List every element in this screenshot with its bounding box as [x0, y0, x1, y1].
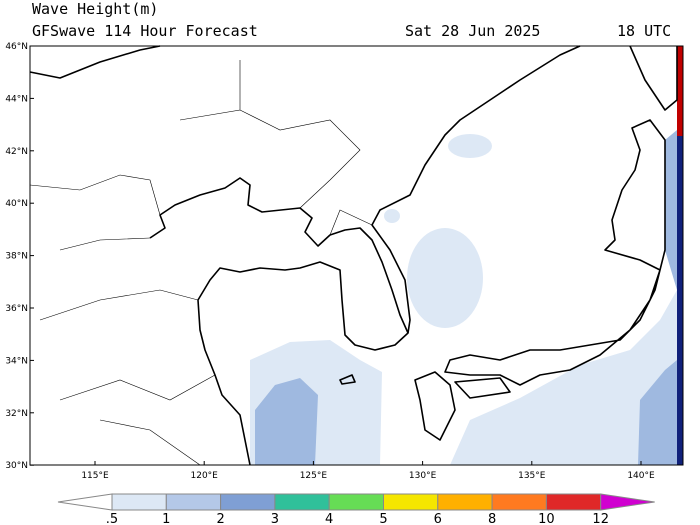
lon-label: 135°E — [518, 471, 546, 481]
wave-shading — [665, 130, 677, 290]
colorbar: .5 1 2 3 4 5 6 8 10 12 — [57, 493, 655, 525]
coastline — [29, 45, 161, 79]
colorbar-box — [220, 493, 276, 511]
colorbar-label: 2 — [216, 512, 224, 525]
lon-label: 115°E — [81, 471, 109, 481]
lon-label: 130°E — [409, 471, 437, 481]
colorbar-label: 1 — [162, 512, 170, 525]
coastline — [454, 377, 511, 399]
lat-label: 40°N — [5, 199, 28, 209]
lat-label: 44°N — [5, 94, 28, 104]
colorbar-label: 4 — [325, 512, 333, 525]
colorbar-label: 6 — [434, 512, 442, 525]
map-area — [29, 45, 684, 466]
coastline — [444, 119, 666, 386]
colorbar-label: 5 — [379, 512, 387, 525]
colorbar-label: 8 — [488, 512, 496, 525]
lat-label: 32°N — [5, 409, 28, 419]
colorbar-box — [274, 493, 330, 511]
colorbar-label: 3 — [271, 512, 279, 525]
colorbar-arrow — [600, 493, 655, 511]
colorbar-box — [545, 493, 602, 511]
lat-label: 42°N — [5, 147, 28, 157]
colorbar-label: 12 — [592, 512, 609, 525]
lat-label: 36°N — [5, 304, 28, 314]
forecast-date: Sat 28 Jun 2025 — [405, 22, 540, 40]
colorbar-box — [111, 493, 167, 511]
lon-label: 140°E — [627, 471, 655, 481]
map-title: Wave Height(m) — [32, 0, 158, 18]
longitude-labels: 115°E 120°E 125°E 130°E 135°E 140°E — [81, 461, 655, 481]
colorbar-box — [491, 493, 547, 511]
wave-shading — [450, 290, 677, 465]
colorbar-box — [437, 493, 493, 511]
edge-strip — [677, 46, 683, 465]
edge-strip — [677, 46, 683, 136]
colorbar-label: 10 — [538, 512, 555, 525]
lon-label: 125°E — [300, 471, 328, 481]
colorbar-label: .5 — [106, 512, 118, 525]
wave-shading — [407, 228, 483, 328]
wave-shading — [638, 360, 677, 465]
coastline — [414, 371, 456, 441]
coastline — [629, 45, 678, 111]
admin-border — [29, 60, 373, 466]
latitude-labels: 46°N 44°N 42°N 40°N 38°N 36°N 34°N 32°N 30°N — [5, 42, 34, 471]
lat-label: 34°N — [5, 356, 28, 366]
lat-label: 38°N — [5, 252, 28, 262]
colorbar-box — [165, 493, 222, 511]
colorbar-box — [328, 493, 385, 511]
wave-shading — [384, 209, 400, 223]
lat-label: 46°N — [5, 42, 28, 52]
forecast-time: 18 UTC — [617, 22, 671, 40]
colorbar-box — [383, 493, 439, 511]
lat-label: 30°N — [5, 461, 28, 471]
colorbar-arrow — [57, 493, 113, 511]
wave-shading — [448, 134, 492, 158]
coastline — [371, 45, 581, 334]
wave-shading — [255, 378, 318, 465]
coastline — [339, 374, 356, 385]
map-subtitle: GFSwave 114 Hour Forecast — [32, 22, 258, 40]
lon-label: 120°E — [191, 471, 219, 481]
